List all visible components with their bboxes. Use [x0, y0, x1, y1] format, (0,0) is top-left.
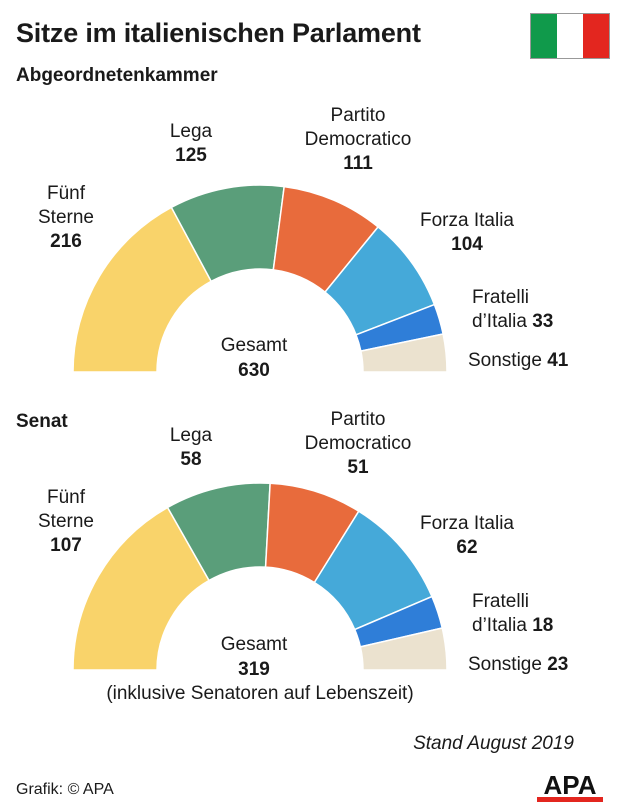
date-note: Stand August 2019: [413, 733, 574, 754]
total-caption: Gesamt: [221, 335, 288, 356]
label-text-pd: Partito: [331, 105, 386, 126]
value-lega: 58: [180, 449, 201, 470]
label-text-pd: Democratico: [305, 129, 412, 150]
senate-heading: Senat: [16, 411, 68, 432]
total-value: 630: [238, 360, 270, 381]
chamber-heading: Abgeordnetenkammer: [16, 65, 218, 86]
apa-logo: APA: [537, 771, 603, 802]
label-forza-italia: Forza Italia 104: [420, 210, 514, 255]
label-text-pd: Partito: [331, 409, 386, 430]
label-text-fratelli: d’Italia: [472, 615, 527, 636]
value-sonstige: 23: [542, 654, 568, 675]
apa-logo-bar: [537, 797, 603, 802]
total-label: Gesamt 319: [221, 634, 288, 680]
value-forza-italia: 104: [451, 234, 483, 255]
segment-fuenf-sterne: [72, 506, 211, 671]
label-fuenf-sterne: Fünf Sterne 216: [38, 183, 94, 252]
graphic-credit: Grafik: © APA: [16, 781, 114, 798]
segment-sonstige: [359, 333, 448, 373]
value-pd: 51: [347, 457, 369, 478]
label-text-sonstige: Sonstige: [468, 350, 542, 371]
label-text-forza-italia: Forza Italia: [420, 513, 514, 534]
total-caption: Gesamt: [221, 634, 288, 655]
label-forza-italia: Forza Italia 62: [420, 513, 514, 558]
label-sonstige: Sonstige 23: [468, 654, 568, 675]
value-fratelli: 33: [527, 311, 553, 332]
label-text-pd: Democratico: [305, 433, 412, 454]
value-lega: 125: [175, 145, 207, 166]
label-pd: Partito Democratico 51: [305, 409, 412, 478]
label-lega: Lega 58: [170, 425, 213, 470]
value-fuenf-sterne: 107: [50, 535, 82, 556]
label-fuenf-sterne: Fünf Sterne 107: [38, 487, 94, 556]
label-fratelli: Fratelli d’Italia 33: [472, 287, 553, 332]
label-text-lega: Lega: [170, 425, 213, 446]
flag-red-stripe: [583, 14, 609, 58]
label-text-fratelli: Fratelli: [472, 287, 529, 308]
label-fratelli: Fratelli d’Italia 18: [472, 591, 553, 636]
value-forza-italia: 62: [456, 537, 477, 558]
value-fratelli: 18: [527, 615, 553, 636]
total-value: 319: [238, 659, 270, 680]
flag-white-stripe: [557, 14, 583, 58]
page-title: Sitze im italienischen Parlament: [16, 18, 421, 48]
label-text-fuenf-sterne: Sterne: [38, 207, 94, 228]
label-text-fratelli: Fratelli: [472, 591, 529, 612]
label-text-fuenf-sterne: Fünf: [47, 183, 86, 204]
italian-flag: [530, 13, 610, 59]
label-text-fuenf-sterne: Fünf: [47, 487, 86, 508]
flag-green-stripe: [531, 14, 557, 58]
label-text-sonstige: Sonstige: [468, 654, 542, 675]
label-lega: Lega 125: [170, 121, 213, 166]
label-pd: Partito Democratico 111: [305, 105, 412, 174]
value-fuenf-sterne: 216: [50, 231, 82, 252]
label-sonstige: Sonstige 41: [468, 350, 569, 371]
value-sonstige: 41: [542, 350, 569, 371]
value-pd: 111: [343, 153, 373, 174]
label-text-fuenf-sterne: Sterne: [38, 511, 94, 532]
segment-sonstige: [359, 627, 448, 671]
senate-note: (inklusive Senatoren auf Lebenszeit): [106, 683, 414, 704]
apa-logo-text: APA: [544, 771, 597, 800]
label-text-fratelli: d’Italia: [472, 311, 527, 332]
label-text-lega: Lega: [170, 121, 213, 142]
label-text-forza-italia: Forza Italia: [420, 210, 514, 231]
total-label: Gesamt 630: [221, 335, 288, 381]
